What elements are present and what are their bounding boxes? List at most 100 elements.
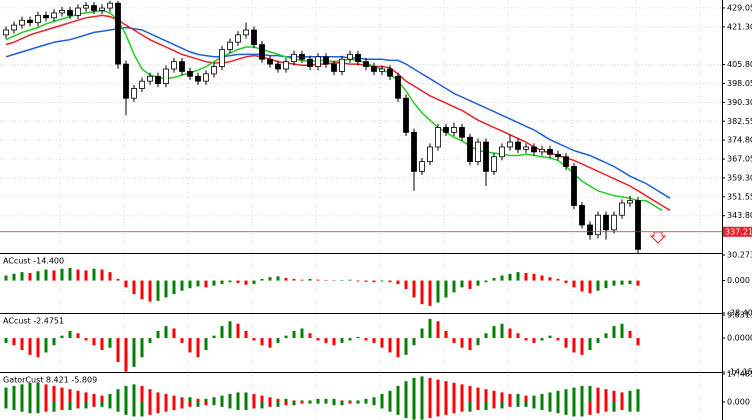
- histogram-bar: [60, 335, 64, 339]
- histogram-bar: [612, 280, 616, 286]
- histogram-bar: [204, 280, 208, 288]
- histogram-bar: [20, 338, 24, 351]
- gator-bar: [436, 402, 440, 417]
- gator-bar: [4, 402, 8, 409]
- candle-body: [499, 146, 505, 158]
- histogram-bar: [380, 280, 384, 282]
- histogram-bar: [476, 338, 480, 346]
- candle-body: [275, 63, 281, 70]
- histogram-bar: [100, 269, 104, 281]
- gator-bar: [636, 389, 640, 403]
- candle-body: [603, 214, 609, 231]
- histogram-bar: [236, 323, 240, 339]
- histogram-bar: [124, 280, 128, 288]
- histogram-bar: [604, 333, 608, 339]
- candle-body: [171, 61, 177, 70]
- gator-bar: [348, 400, 352, 403]
- histogram-bar: [236, 280, 240, 284]
- histogram-bar: [308, 278, 312, 281]
- histogram-bar: [580, 338, 584, 355]
- histogram-bar: [20, 272, 24, 281]
- gator-bar: [204, 402, 208, 406]
- candle-body: [323, 56, 329, 65]
- candle-body: [43, 14, 49, 19]
- histogram-bar: [52, 338, 56, 346]
- histogram-bar: [148, 280, 152, 302]
- histogram-bar: [460, 280, 464, 288]
- sell-arrow: [649, 231, 667, 244]
- gator-bar: [428, 377, 432, 403]
- candle-body: [627, 200, 633, 204]
- gator-bar: [236, 392, 240, 403]
- gator-bar: [276, 402, 280, 407]
- candle-body: [179, 61, 185, 72]
- histogram-bar: [204, 338, 208, 351]
- candle-body: [83, 5, 89, 9]
- gator-bar: [500, 392, 504, 403]
- gator-bar: [84, 402, 88, 409]
- gator-bar: [324, 398, 328, 403]
- histogram-bar: [396, 280, 400, 284]
- y-tick-label: 359.30: [727, 173, 752, 182]
- gator-bar: [556, 402, 560, 414]
- gator-bar: [124, 386, 128, 403]
- gator-bar: [460, 384, 464, 403]
- histogram-bar: [228, 280, 232, 283]
- gator-bar: [620, 392, 624, 403]
- histogram-bar: [36, 338, 40, 358]
- gator-bar: [396, 402, 400, 415]
- gator-bar: [444, 381, 448, 403]
- gator-bar: [212, 397, 216, 403]
- y-tick-label: 351.55: [727, 192, 752, 201]
- gator-bar: [164, 402, 168, 412]
- candle-body: [563, 156, 569, 167]
- gator-bar: [60, 402, 64, 411]
- histogram-bar: [388, 338, 392, 353]
- gator-bar: [100, 402, 104, 407]
- histogram-bar: [532, 273, 536, 281]
- candle-body: [363, 61, 369, 67]
- histogram-bar: [596, 338, 600, 343]
- candle-body: [547, 149, 553, 155]
- candle-body: [299, 53, 305, 60]
- gator-bar: [412, 402, 416, 420]
- candle-body: [387, 68, 393, 77]
- histogram-bar: [468, 280, 472, 290]
- histogram-bar: [116, 338, 120, 363]
- histogram-bar: [492, 278, 496, 281]
- gator-bar: [564, 389, 568, 403]
- histogram-bar: [108, 272, 112, 281]
- histogram-bar: [620, 323, 624, 339]
- histogram-bar: [460, 338, 464, 348]
- candle-body: [147, 75, 153, 82]
- histogram-bar: [396, 338, 400, 358]
- candle-body: [139, 80, 145, 89]
- gator-bar: [252, 394, 256, 403]
- y-tick-label: 30.273: [727, 251, 752, 260]
- histogram-bar: [132, 280, 136, 295]
- gator-bar: [524, 395, 528, 403]
- histogram-bar: [324, 338, 328, 343]
- histogram-bar: [484, 333, 488, 339]
- histogram-bar: [244, 330, 248, 339]
- candle-body: [307, 58, 313, 67]
- gator-bar: [12, 402, 16, 411]
- gator-bar: [492, 390, 496, 403]
- histogram-bar: [196, 338, 200, 358]
- histogram-bar: [540, 338, 544, 341]
- gator-bar: [108, 402, 112, 409]
- histogram-bar: [156, 330, 160, 339]
- gator-bar: [76, 390, 80, 403]
- histogram-bar: [636, 338, 640, 346]
- gator-bar: [268, 397, 272, 403]
- histogram-bar: [524, 272, 528, 281]
- gator-bar: [228, 394, 232, 403]
- candle-body: [115, 2, 121, 65]
- candle-body: [619, 202, 625, 216]
- histogram-bar: [196, 280, 200, 287]
- gator-bar: [340, 400, 344, 403]
- histogram-bar: [420, 280, 424, 305]
- gator-bar: [604, 402, 608, 412]
- gator-bar: [452, 382, 456, 403]
- gator-bar: [188, 402, 192, 407]
